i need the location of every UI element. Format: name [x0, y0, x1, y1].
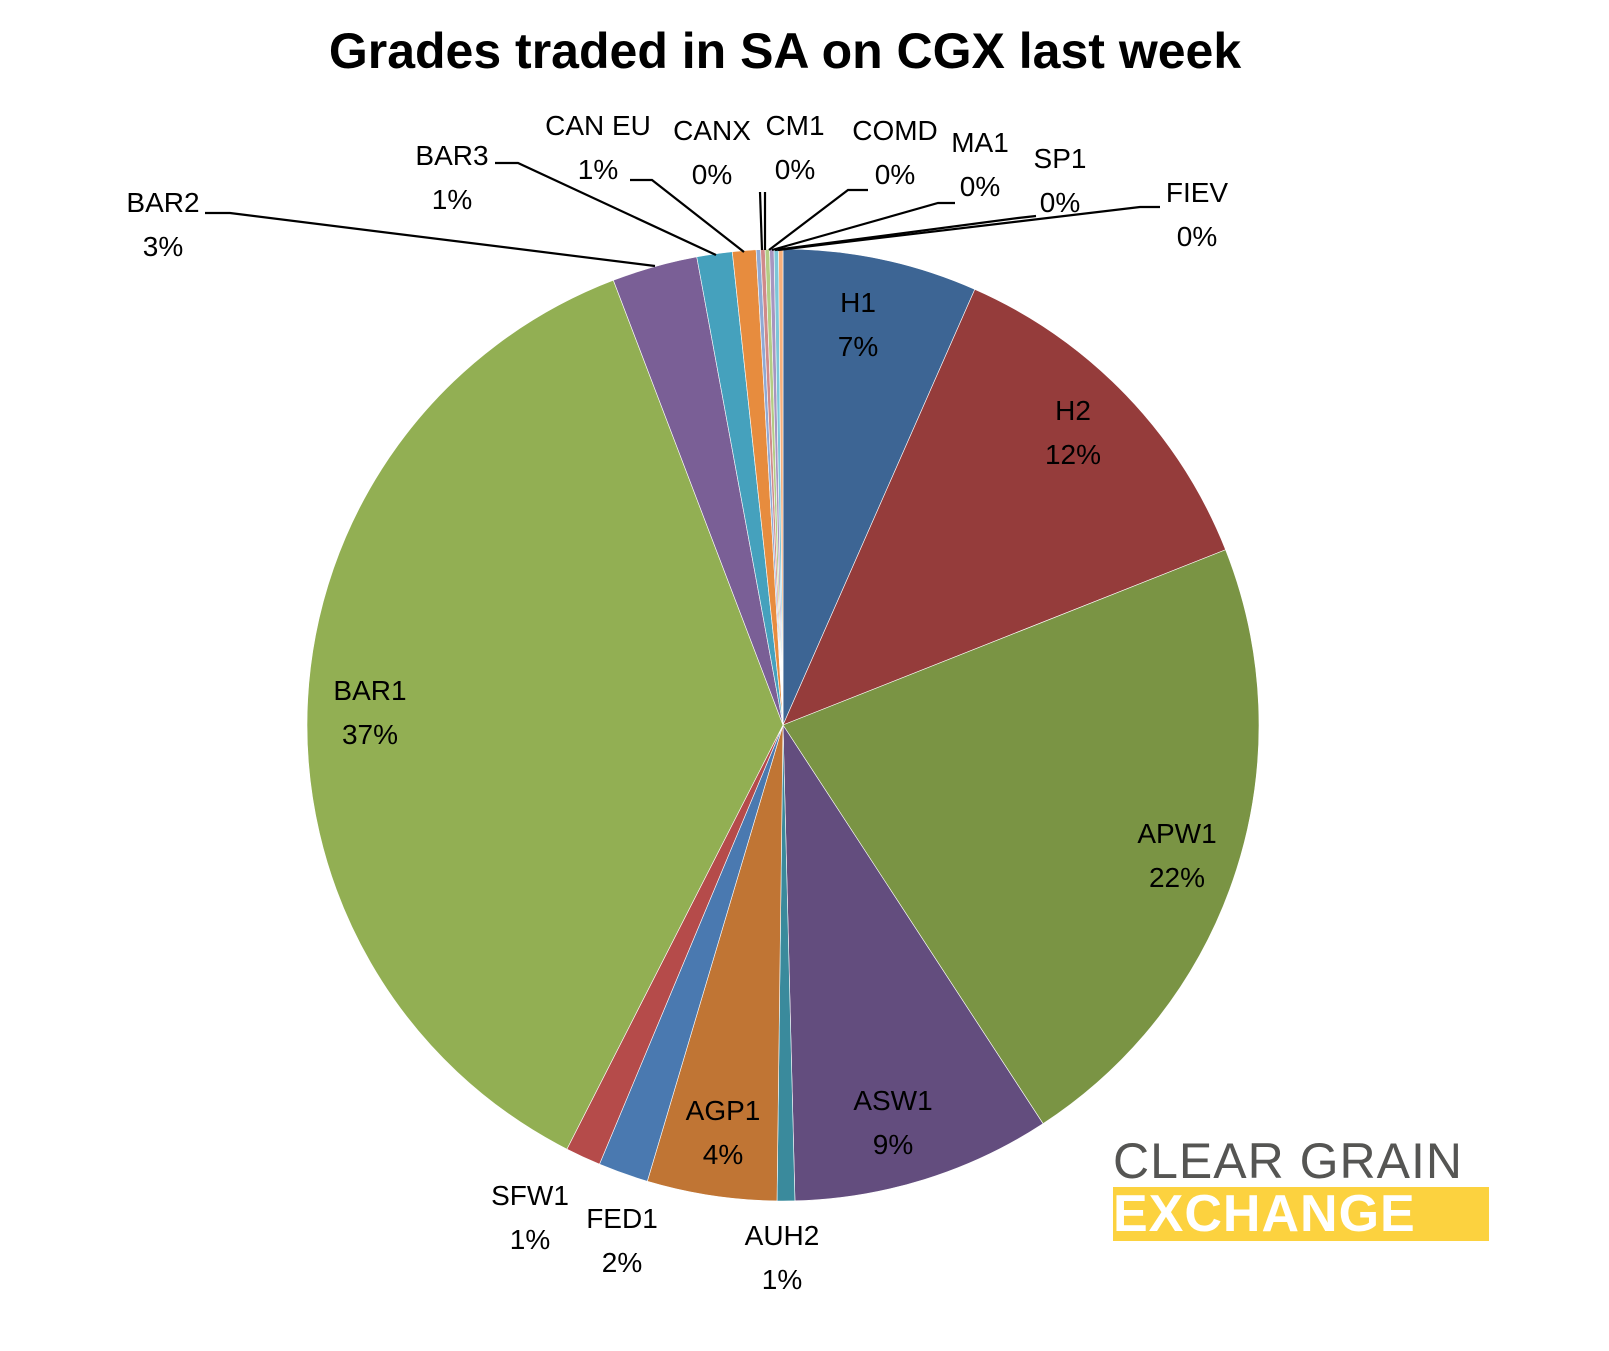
slice-label-ma1: MA1 — [951, 127, 1009, 158]
slice-label-bar3: BAR3 — [415, 140, 488, 171]
slice-percent-can-eu: 1% — [578, 154, 618, 185]
slice-percent-bar3: 1% — [432, 184, 472, 215]
slice-percent-agp1: 4% — [703, 1139, 743, 1170]
leader-line-ma1 — [771, 201, 955, 252]
slice-percent-ma1: 0% — [960, 171, 1000, 202]
slice-percent-bar1: 37% — [342, 719, 398, 750]
pie-slice-bar1 — [306, 279, 784, 1150]
pie-slice-h2 — [782, 288, 1226, 726]
slice-percent-h1: 7% — [838, 331, 878, 362]
logo-line-1: CLEAR GRAIN — [1113, 1133, 1463, 1189]
leader-line-comd — [768, 188, 868, 251]
slice-label-agp1: AGP1 — [686, 1095, 761, 1126]
leader-line-canx — [758, 191, 764, 251]
slice-label-h2: H2 — [1055, 395, 1091, 426]
slice-label-apw1: APW1 — [1137, 818, 1216, 849]
slice-percent-fed1: 2% — [602, 1247, 642, 1278]
slice-label-can-eu: CAN EU — [545, 110, 651, 141]
slice-label-asw1: ASW1 — [853, 1085, 932, 1116]
logo-line-2: EXCHANGE — [1113, 1187, 1489, 1241]
leader-line-sp1 — [774, 214, 1037, 252]
slice-percent-apw1: 22% — [1149, 862, 1205, 893]
slice-label-h1: H1 — [840, 287, 876, 318]
leader-line-bar2 — [205, 211, 656, 268]
slice-percent-fiev: 0% — [1177, 221, 1217, 252]
slice-label-cm1: CM1 — [765, 110, 824, 141]
slice-percent-sp1: 0% — [1040, 187, 1080, 218]
slice-label-canx: CANX — [673, 115, 751, 146]
slice-percent-h2: 12% — [1045, 439, 1101, 470]
slice-percent-sfw1: 1% — [510, 1224, 550, 1255]
slice-label-fiev: FIEV — [1166, 177, 1229, 208]
slice-percent-auh2: 1% — [762, 1264, 802, 1295]
leader-line-fiev — [777, 205, 1160, 252]
pie-slice-asw1 — [782, 723, 1044, 1202]
leader-line-can-eu — [630, 178, 745, 253]
slice-percent-canx: 0% — [692, 159, 732, 190]
slice-label-auh2: AUH2 — [745, 1220, 820, 1251]
slice-percent-cm1: 0% — [775, 154, 815, 185]
slice-percent-asw1: 9% — [873, 1129, 913, 1160]
slice-label-bar1: BAR1 — [333, 675, 406, 706]
slice-percent-bar2: 3% — [143, 231, 183, 262]
leader-line-bar3 — [495, 161, 717, 256]
slice-label-comd: COMD — [852, 115, 938, 146]
slice-label-fed1: FED1 — [586, 1203, 658, 1234]
clear-grain-exchange-logo: CLEAR GRAIN EXCHANGE — [1113, 1135, 1489, 1241]
chart-title: Grades traded in SA on CGX last week — [328, 23, 1242, 79]
slice-label-sfw1: SFW1 — [491, 1180, 569, 1211]
slice-label-sp1: SP1 — [1034, 143, 1087, 174]
slice-label-bar2: BAR2 — [126, 187, 199, 218]
pie-slice-apw1 — [782, 549, 1260, 1125]
slice-percent-comd: 0% — [875, 159, 915, 190]
